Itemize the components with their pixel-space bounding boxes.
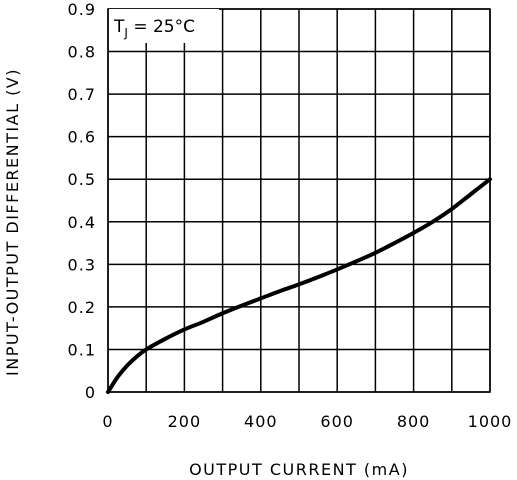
- series-group: [106, 177, 492, 394]
- y-tick-labels: 0 0.1 0.2 0.3 0.4 0.5 0.6 0.7 0.8 0.9: [68, 0, 96, 402]
- x-axis-title: OUTPUT CURRENT (mA): [189, 460, 409, 479]
- annotation-subscript: J: [123, 26, 128, 40]
- series-line: [106, 177, 492, 394]
- y-tick-label: 0.1: [68, 340, 96, 359]
- annotation-main: T: [113, 17, 125, 37]
- y-tick-label: 0: [85, 383, 96, 402]
- x-tick-label: 1000: [468, 412, 513, 431]
- x-tick-label: 800: [397, 412, 431, 431]
- y-tick-label: 0.2: [68, 298, 96, 317]
- y-tick-label: 0.5: [68, 170, 96, 189]
- y-tick-label: 0.7: [68, 85, 96, 104]
- temperature-annotation: TJ = 25°C: [109, 9, 219, 43]
- x-tick-label: 0: [102, 412, 113, 431]
- y-tick-label: 0.4: [68, 213, 96, 232]
- y-tick-label: 0.6: [68, 128, 96, 147]
- y-tick-label: 0.3: [68, 255, 96, 274]
- x-tick-label: 200: [168, 412, 202, 431]
- x-tick-labels: 0 200 400 600 800 1000: [102, 412, 513, 431]
- y-tick-label: 0.8: [68, 43, 96, 62]
- plot-frame: [107, 8, 491, 393]
- y-axis-title: INPUT-OUTPUT DIFFERENTIAL (V): [3, 68, 22, 376]
- x-tick-label: 400: [244, 412, 278, 431]
- y-tick-label: 0.9: [68, 0, 96, 19]
- annotation-text: TJ = 25°C: [113, 17, 195, 40]
- annotation-background: [109, 9, 219, 43]
- annotation-rest: = 25°C: [128, 17, 195, 37]
- x-tick-label: 600: [320, 412, 354, 431]
